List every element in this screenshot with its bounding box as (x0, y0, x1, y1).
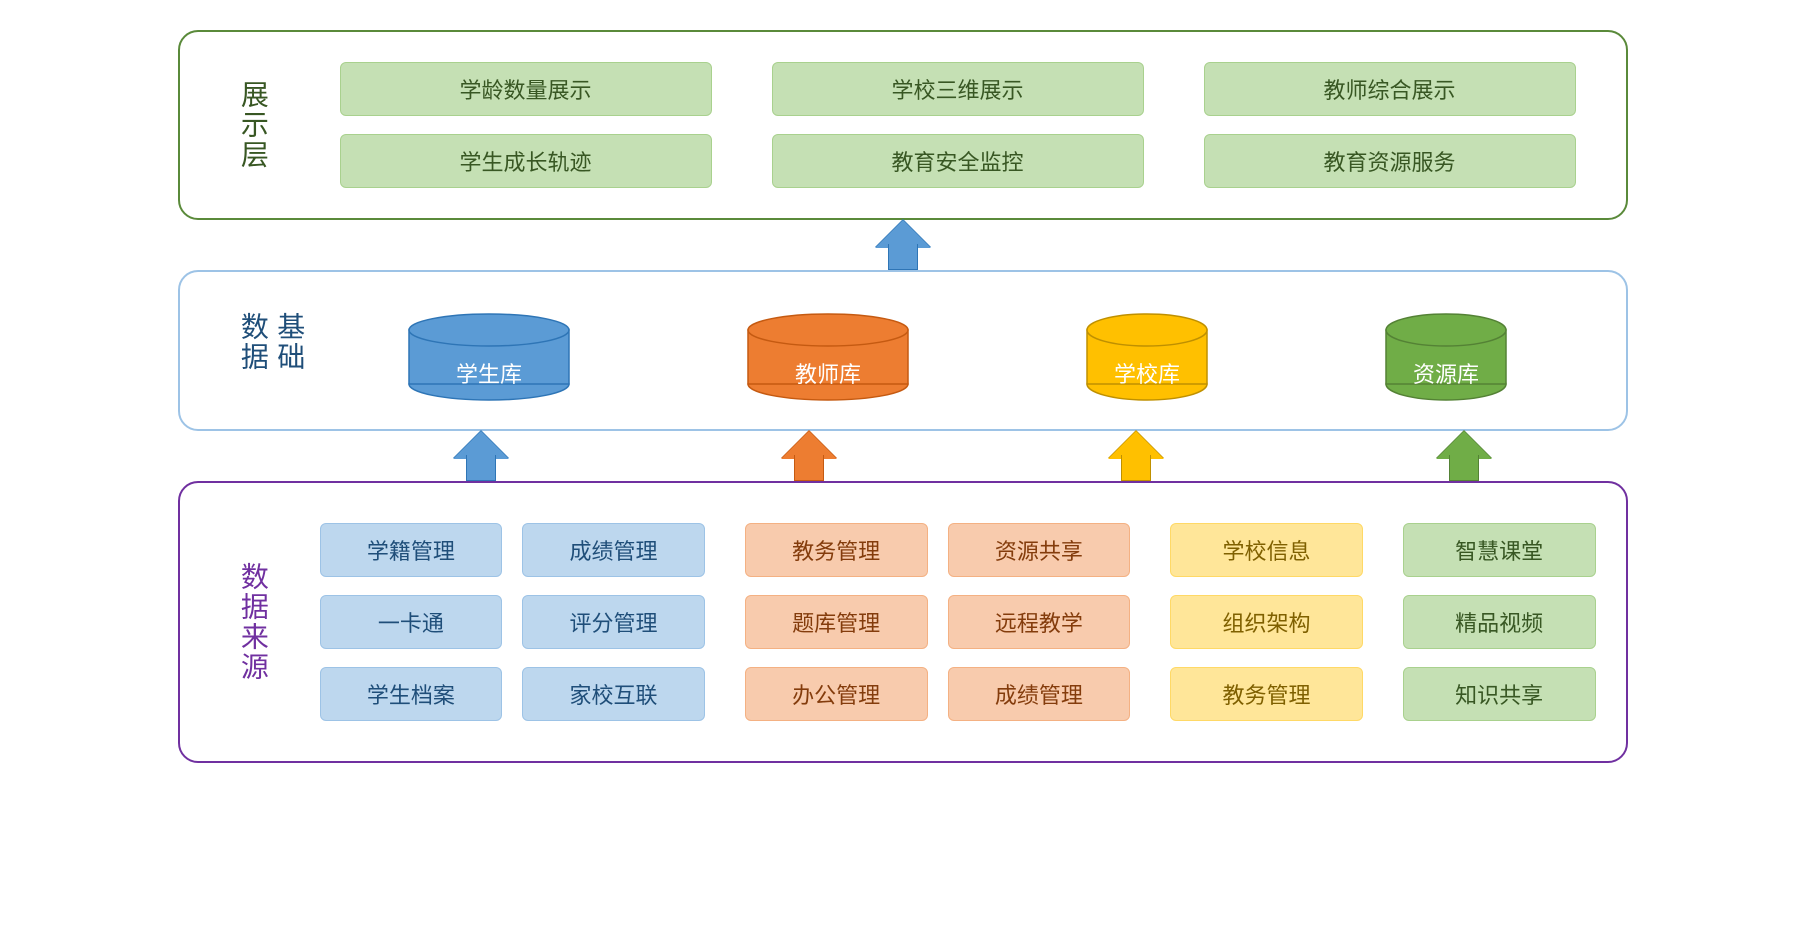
up-arrow-icon (873, 220, 933, 270)
up-arrow-icon (1106, 431, 1166, 481)
database-item: 教师库 (743, 312, 913, 389)
source-group-green: 智慧课堂 精品视频 知识共享 (1403, 523, 1596, 721)
database-label: 学校库 (1082, 357, 1212, 389)
present-item: 学校三维展示 (772, 62, 1144, 116)
source-item: 成绩管理 (522, 523, 705, 577)
source-item: 远程教学 (948, 595, 1131, 649)
source-item: 教务管理 (745, 523, 928, 577)
database-item: 学校库 (1082, 312, 1212, 389)
source-item: 学生档案 (320, 667, 503, 721)
source-layer: 数据来源 学籍管理 成绩管理 一卡通 评分管理 学生档案 家校互联 教务管理 资… (178, 481, 1628, 763)
present-item: 学生成长轨迹 (340, 134, 712, 188)
source-title: 数据来源 (235, 562, 271, 682)
source-item: 知识共享 (1403, 667, 1596, 721)
source-item: 教务管理 (1170, 667, 1363, 721)
source-item: 学籍管理 (320, 523, 503, 577)
source-item: 智慧课堂 (1403, 523, 1596, 577)
source-item: 办公管理 (745, 667, 928, 721)
source-content: 学籍管理 成绩管理 一卡通 评分管理 学生档案 家校互联 教务管理 资源共享 题… (320, 503, 1596, 741)
up-arrow-icon (451, 431, 511, 481)
presentation-layer: 展示层 学龄数量展示 学校三维展示 教师综合展示 学生成长轨迹 教育安全监控 教… (178, 30, 1628, 220)
up-arrow-icon (779, 431, 839, 481)
source-group-blue: 学籍管理 成绩管理 一卡通 评分管理 学生档案 家校互联 (320, 523, 705, 721)
database-item: 学生库 (404, 312, 574, 389)
up-arrow-icon (1434, 431, 1494, 481)
source-item: 题库管理 (745, 595, 928, 649)
database-label: 教师库 (743, 357, 913, 389)
source-item: 资源共享 (948, 523, 1131, 577)
present-item: 学龄数量展示 (340, 62, 712, 116)
source-group-yellow: 学校信息 组织架构 教务管理 (1170, 523, 1363, 721)
database-label: 学生库 (404, 357, 574, 389)
source-item: 一卡通 (320, 595, 503, 649)
arrow-bottom-row (178, 431, 1628, 481)
present-item: 教育安全监控 (772, 134, 1144, 188)
basedata-layer: 基础数据 学生库 教师库 (178, 270, 1628, 431)
basedata-title: 基础数据 (235, 311, 308, 390)
presentation-title: 展示层 (235, 80, 271, 170)
source-item: 家校互联 (522, 667, 705, 721)
source-item: 成绩管理 (948, 667, 1131, 721)
arrow-top-row (178, 220, 1628, 270)
database-row: 学生库 教师库 学校库 (320, 292, 1596, 409)
source-item: 组织架构 (1170, 595, 1363, 649)
source-item: 学校信息 (1170, 523, 1363, 577)
presentation-grid: 学龄数量展示 学校三维展示 教师综合展示 学生成长轨迹 教育安全监控 教育资源服… (320, 52, 1596, 198)
source-item: 评分管理 (522, 595, 705, 649)
present-item: 教育资源服务 (1204, 134, 1576, 188)
source-group-orange: 教务管理 资源共享 题库管理 远程教学 办公管理 成绩管理 (745, 523, 1130, 721)
database-label: 资源库 (1381, 357, 1511, 389)
present-item: 教师综合展示 (1204, 62, 1576, 116)
source-item: 精品视频 (1403, 595, 1596, 649)
database-item: 资源库 (1381, 312, 1511, 389)
